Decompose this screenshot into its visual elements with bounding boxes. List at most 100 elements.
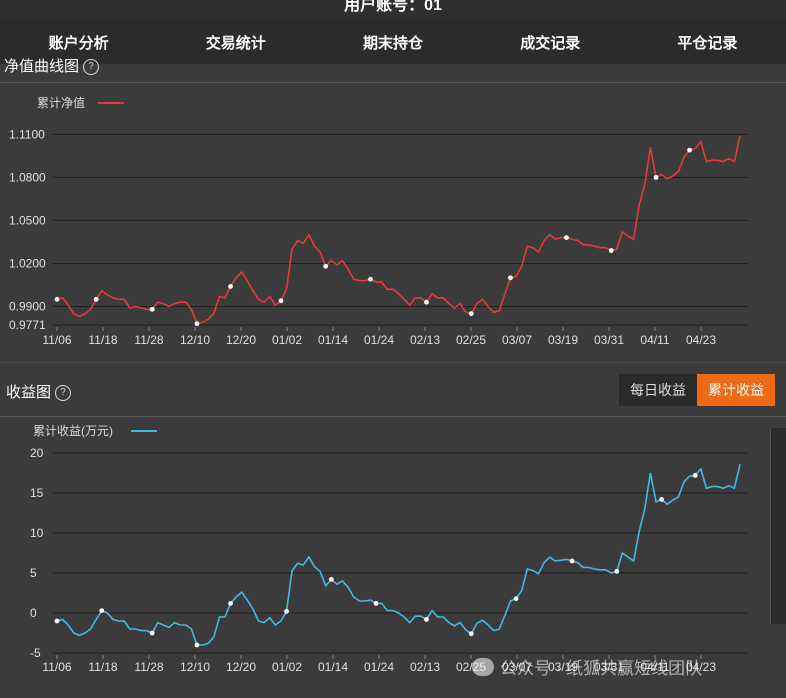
profit-panel-divider [0, 416, 786, 417]
nav-legend-label: 累计净值 [37, 95, 85, 110]
data-point-marker[interactable] [99, 608, 105, 613]
x-tick-label: 02/13 [410, 660, 440, 674]
data-point-marker[interactable] [564, 235, 569, 241]
profit-chart: 20 15 10 5 0 -5 11/06 11/18 11/28 12/10 12/20 01/0… [30, 424, 748, 674]
data-point-marker[interactable] [513, 596, 519, 601]
profit-legend-label: 累计收益(万元) [33, 424, 113, 438]
x-tick-label: 02/25 [456, 333, 486, 347]
data-point-marker[interactable] [194, 642, 200, 648]
tab-account-analysis[interactable]: 账户分析 [48, 34, 109, 52]
profit-series-line [56, 464, 741, 646]
x-tick-label: 03/31 [594, 660, 624, 674]
x-tick-label: 01/02 [272, 333, 302, 347]
x-tick-label: 11/06 [42, 660, 71, 674]
x-tick-label: 11/18 [88, 660, 117, 674]
data-point-marker[interactable] [93, 296, 99, 302]
profit-panel-title-text: 收益图 [6, 384, 52, 401]
data-point-marker[interactable] [228, 284, 233, 289]
x-tick-label: 11/06 [42, 333, 71, 347]
x-tick-label: 01/02 [272, 660, 302, 674]
x-tick-label: 03/07 [502, 333, 532, 347]
y-tick-label: 0.9771 [9, 318, 46, 332]
x-tick-label: 11/28 [134, 660, 163, 674]
data-point-marker[interactable] [659, 497, 665, 502]
cumulative-profit-button[interactable]: 累计收益 [697, 374, 775, 406]
y-tick-label: 1.0200 [9, 256, 46, 270]
data-point-marker[interactable] [424, 617, 429, 622]
y-tick-label: 10 [30, 526, 44, 540]
question-circle-icon[interactable]: ? [55, 385, 72, 402]
x-tick-label: 03/19 [548, 333, 578, 347]
data-point-marker[interactable] [54, 296, 60, 302]
nav-panel-title: 净值曲线图? [4, 55, 100, 76]
section-divider [0, 362, 786, 363]
data-point-marker[interactable] [687, 147, 693, 153]
wechat-icon [472, 657, 494, 676]
data-point-marker[interactable] [284, 609, 289, 614]
top-strip: 用户账号：01 [0, 0, 786, 20]
x-tick-label: 12/10 [180, 333, 210, 347]
question-circle-icon[interactable]: ? [83, 59, 100, 76]
data-point-marker[interactable] [149, 630, 155, 636]
data-point-marker[interactable] [468, 631, 474, 637]
x-tick-label: 04/11 [640, 660, 669, 674]
x-tick-label: 01/14 [318, 333, 348, 347]
daily-profit-button[interactable]: 每日收益 [619, 374, 697, 406]
y-tick-label: -5 [30, 646, 41, 660]
nav-panel-title-text: 净值曲线图 [4, 58, 80, 75]
x-tick-label: 04/23 [686, 333, 716, 347]
data-point-marker[interactable] [508, 275, 513, 281]
data-point-marker[interactable] [323, 263, 329, 269]
data-point-marker[interactable] [424, 299, 429, 305]
tab-closed-positions[interactable]: 平仓记录 [677, 34, 738, 52]
x-tick-label: 01/24 [364, 660, 394, 674]
tab-positions[interactable]: 期末持仓 [363, 34, 424, 52]
x-tick-label: 12/10 [180, 660, 210, 674]
data-point-marker[interactable] [54, 618, 60, 624]
nav-series-line [56, 135, 741, 325]
nav-panel-divider [0, 82, 786, 83]
chart-scrollbar[interactable] [770, 428, 786, 624]
x-tick-label: 03/31 [594, 333, 624, 347]
x-tick-label: 04/23 [686, 660, 716, 674]
y-tick-label: 1.0500 [9, 213, 46, 227]
x-tick-label: 01/14 [318, 660, 348, 674]
tab-fills[interactable]: 成交记录 [520, 34, 581, 52]
data-point-marker[interactable] [468, 311, 474, 317]
y-tick-label: 0.9900 [9, 299, 46, 313]
data-point-marker[interactable] [608, 248, 614, 253]
y-tick-label: 5 [30, 566, 37, 580]
watermark-text: 公众号 · 纸狐共赢短线团队 [500, 659, 703, 678]
data-point-marker[interactable] [569, 558, 575, 564]
y-tick-label: 0 [30, 606, 37, 620]
profit-legend: 累计收益(万元) [33, 424, 157, 438]
data-point-marker[interactable] [653, 174, 659, 180]
data-point-marker[interactable] [614, 569, 620, 574]
y-tick-label: 20 [30, 446, 44, 460]
profit-panel-title: 收益图? [6, 381, 72, 402]
account-title: 用户账号：01 [344, 0, 442, 14]
y-tick-label: 1.1100 [9, 127, 45, 141]
x-tick-label: 12/20 [226, 333, 256, 347]
data-point-marker[interactable] [194, 321, 200, 327]
data-point-marker[interactable] [228, 601, 233, 606]
x-tick-label: 11/18 [88, 333, 117, 347]
data-point-marker[interactable] [328, 577, 334, 582]
x-tick-label: 04/11 [640, 333, 669, 347]
nav-legend: 累计净值 [37, 95, 124, 110]
watermark: 公众号 · 纸狐共赢短线团队 [472, 654, 702, 679]
tab-trade-stats[interactable]: 交易统计 [205, 34, 266, 52]
x-tick-label: 12/20 [226, 660, 256, 674]
x-tick-label: 03/07 [502, 660, 532, 674]
data-point-marker[interactable] [692, 473, 698, 478]
data-point-marker[interactable] [149, 306, 155, 312]
data-point-marker[interactable] [373, 601, 379, 606]
y-tick-label: 1.0800 [9, 170, 46, 184]
x-tick-label: 03/19 [548, 660, 578, 674]
x-tick-label: 01/24 [364, 333, 394, 347]
x-tick-label: 02/13 [410, 333, 440, 347]
y-tick-label: 15 [30, 486, 44, 500]
data-point-marker[interactable] [278, 298, 284, 304]
data-point-marker[interactable] [368, 276, 373, 282]
x-tick-label: 11/28 [134, 333, 163, 347]
